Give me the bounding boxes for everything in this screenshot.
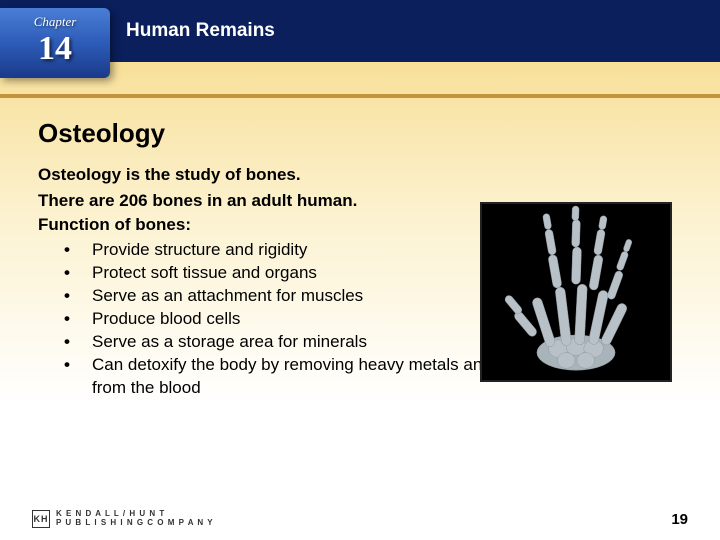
chapter-number: 14	[0, 32, 110, 66]
publisher-logo: KH K E N D A L L / H U N T P U B L I S H…	[32, 510, 214, 528]
publisher-line2: P U B L I S H I N G C O M P A N Y	[56, 519, 214, 528]
accent-line	[0, 94, 720, 98]
page-number: 19	[671, 511, 688, 528]
chapter-tab: Chapter 14	[0, 8, 110, 78]
chapter-label: Chapter	[0, 14, 110, 30]
page-heading: Osteology	[38, 118, 690, 149]
subtitle: Osteology is the study of bones.	[38, 165, 690, 185]
chapter-title: Human Remains	[126, 20, 275, 42]
publisher-mark: KH	[32, 510, 50, 528]
footer: KH K E N D A L L / H U N T P U B L I S H…	[32, 510, 688, 528]
xray-image	[480, 202, 672, 382]
